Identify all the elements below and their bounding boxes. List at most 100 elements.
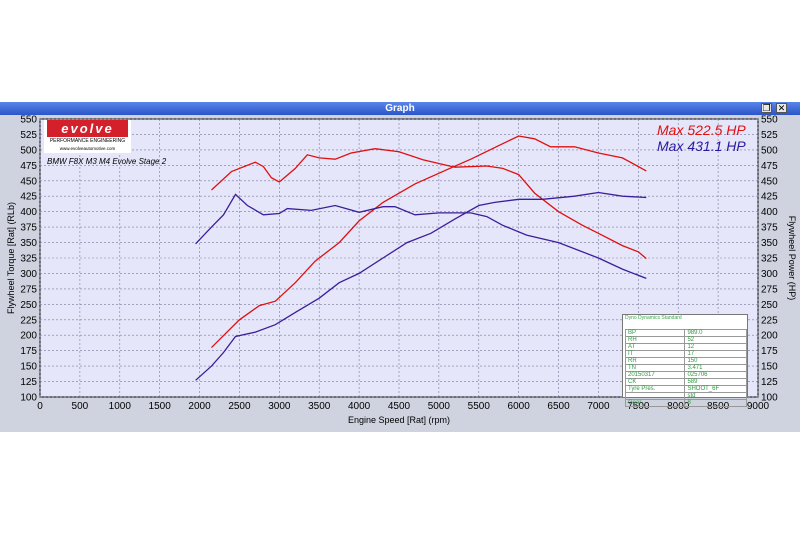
x-tick-label: 5000	[428, 401, 451, 412]
y-tick-label-right: 475	[761, 161, 778, 172]
x-tick-label: 4000	[348, 401, 371, 412]
logo-tagline: PERFORMANCE ENGINEERING	[49, 138, 126, 144]
y-tick-label-right: 525	[761, 130, 778, 141]
y-tick-label-left: 450	[20, 176, 37, 187]
y-tick-label-right: 400	[761, 207, 778, 218]
y-tick-label-right: 100	[761, 393, 778, 404]
x-tick-label: 8500	[707, 401, 730, 412]
series-line-blue-3	[195, 191, 647, 381]
y-tick-label-left: 225	[20, 315, 37, 326]
info-key: CK	[624, 378, 686, 386]
max-red-label: Max 522.5 HP	[657, 122, 746, 138]
info-key: Gear	[624, 399, 686, 407]
info-value: 52	[684, 336, 747, 344]
y-tick-label-right: 250	[761, 300, 778, 311]
y-tick-label-right: 225	[761, 315, 778, 326]
x-tick-label: 6000	[508, 401, 531, 412]
close-icon[interactable]: ✕	[776, 103, 787, 113]
series-line-red-1	[211, 135, 647, 349]
info-table: BP 989.0 RH 52 AT 12 IT 17 RR 150 TN 3.471 20150317 0…	[624, 329, 747, 407]
info-value: 12	[684, 343, 747, 351]
restore-icon[interactable]: ❐	[761, 103, 772, 113]
x-tick-label: 9000	[747, 401, 770, 412]
info-key: IT	[624, 350, 686, 358]
info-value: 589	[684, 378, 747, 386]
x-tick-label: 2500	[228, 401, 251, 412]
x-tick-label: 0	[37, 401, 43, 412]
info-key: 20150317	[624, 371, 686, 379]
y-tick-label-left: 475	[20, 161, 37, 172]
y-tick-label-right: 350	[761, 238, 778, 249]
info-row: IT 17	[624, 350, 747, 358]
info-row: Tyre Pres. SHOOT_6F	[624, 385, 747, 393]
x-tick-label: 500	[72, 401, 89, 412]
y-axis-label-right: Flywheel Power (HP)	[787, 216, 797, 301]
y-tick-label-left: 400	[20, 207, 37, 218]
y-tick-label-right: 125	[761, 377, 778, 388]
info-row: Gear 8	[624, 399, 747, 407]
info-panel-header: Dyno Dynamics Standard	[625, 315, 682, 321]
info-value: SHOOT_6F	[684, 385, 747, 393]
x-tick-label: 7000	[587, 401, 610, 412]
series-line-red-0	[211, 148, 647, 260]
x-tick-label: 7500	[627, 401, 650, 412]
x-tick-label: 8000	[667, 401, 690, 412]
info-row: RR 150	[624, 357, 747, 365]
info-value: 989.0	[684, 329, 747, 337]
info-value: 8	[684, 399, 747, 407]
y-axis-label-left: Flywheel Torque [Rat] (RLb)	[6, 202, 16, 314]
info-row: AT 12	[624, 343, 747, 351]
info-value: std	[684, 392, 747, 400]
y-tick-label-left: 100	[20, 393, 37, 404]
x-tick-label: 3000	[268, 401, 291, 412]
max-blue-label: Max 431.1 HP	[657, 138, 746, 154]
info-value: 17	[684, 350, 747, 358]
y-tick-label-right: 325	[761, 254, 778, 265]
info-value: 025706	[684, 371, 747, 379]
info-row: 20150317 025706	[624, 371, 747, 379]
y-tick-label-left: 200	[20, 331, 37, 342]
series-line-blue-2	[195, 193, 647, 280]
info-key: TN	[624, 364, 686, 372]
logo-url: www.evolveautomotive.com	[59, 146, 116, 151]
y-tick-label-left: 550	[20, 115, 37, 126]
info-key	[624, 392, 686, 400]
info-row: BP 989.0	[624, 329, 747, 337]
info-row: CK 589	[624, 378, 747, 386]
y-tick-label-left: 500	[20, 145, 37, 156]
y-tick-label-left: 425	[20, 192, 37, 203]
info-panel: Dyno Dynamics Standard BP 989.0 RH 52 AT 12 IT…	[622, 314, 748, 407]
y-tick-label-right: 450	[761, 176, 778, 187]
window-title: Graph	[385, 103, 415, 114]
y-tick-label-left: 300	[20, 269, 37, 280]
y-tick-label-right: 500	[761, 145, 778, 156]
info-row: TN 3.471	[624, 364, 747, 372]
y-tick-label-right: 375	[761, 223, 778, 234]
x-tick-label: 1000	[109, 401, 132, 412]
y-tick-label-right: 425	[761, 192, 778, 203]
y-tick-label-left: 250	[20, 300, 37, 311]
x-tick-label: 3500	[308, 401, 331, 412]
x-tick-label: 6500	[547, 401, 570, 412]
y-tick-label-right: 175	[761, 346, 778, 357]
y-tick-label-left: 325	[20, 254, 37, 265]
info-key: RR	[624, 357, 686, 365]
x-tick-label: 2000	[188, 401, 211, 412]
y-tick-label-right: 550	[761, 115, 778, 126]
info-key: Tyre Pres.	[624, 385, 686, 393]
info-value: 150	[684, 357, 747, 365]
window-titlebar: Graph ❐ ✕	[0, 102, 800, 115]
y-tick-label-left: 125	[20, 377, 37, 388]
y-tick-label-left: 275	[20, 284, 37, 295]
y-tick-label-right: 150	[761, 362, 778, 373]
x-tick-label: 4500	[388, 401, 411, 412]
curves	[195, 135, 647, 381]
y-tick-label-right: 200	[761, 331, 778, 342]
x-axis-label: Engine Speed [Rat] (rpm)	[348, 415, 450, 425]
evolve-logo: evolve PERFORMANCE ENGINEERING www.evolv…	[44, 120, 131, 153]
info-row: std	[624, 392, 747, 400]
y-tick-label-left: 175	[20, 346, 37, 357]
run-title: BMW F8X M3 M4 Evolve Stage 2	[47, 157, 167, 166]
y-tick-label-left: 350	[20, 238, 37, 249]
